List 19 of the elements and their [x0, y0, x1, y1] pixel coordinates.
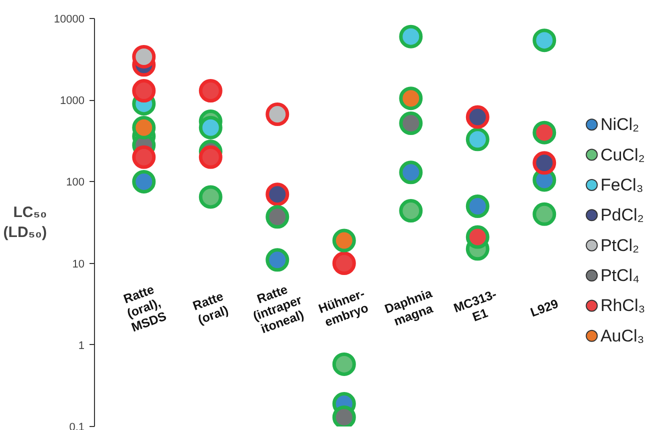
y-tick-label: 1000 — [60, 95, 85, 108]
x-tick-label: Ratte (oral) — [191, 289, 230, 328]
legend-label: CuCl₂ — [600, 145, 645, 164]
x-tick-label: L929 — [528, 296, 560, 320]
legend-label: FeCl₃ — [600, 175, 644, 194]
legend-label: PdCl₂ — [600, 206, 644, 225]
y-tick-label: 10000 — [54, 14, 85, 26]
legend-label: PtCl₂ — [600, 236, 640, 255]
x-tick-label: Ratte (oral), MSDS — [122, 282, 168, 335]
y-tick-label: 1 — [78, 340, 85, 352]
legend-label: PtCl₄ — [600, 266, 640, 286]
legend-label: AuCl₃ — [600, 326, 644, 346]
legend-label: RhCl₃ — [600, 296, 646, 316]
y-tick-label: 10 — [72, 258, 85, 270]
y-axis-title: LC₅₀ (LD₅₀) — [3, 204, 47, 242]
x-tick-label: MC313- E1 — [452, 287, 498, 324]
x-tick-label: Hühner- embryo — [316, 286, 371, 330]
y-tick-label: 100 — [66, 176, 85, 189]
legend-label: NiCl₂ — [600, 115, 640, 134]
